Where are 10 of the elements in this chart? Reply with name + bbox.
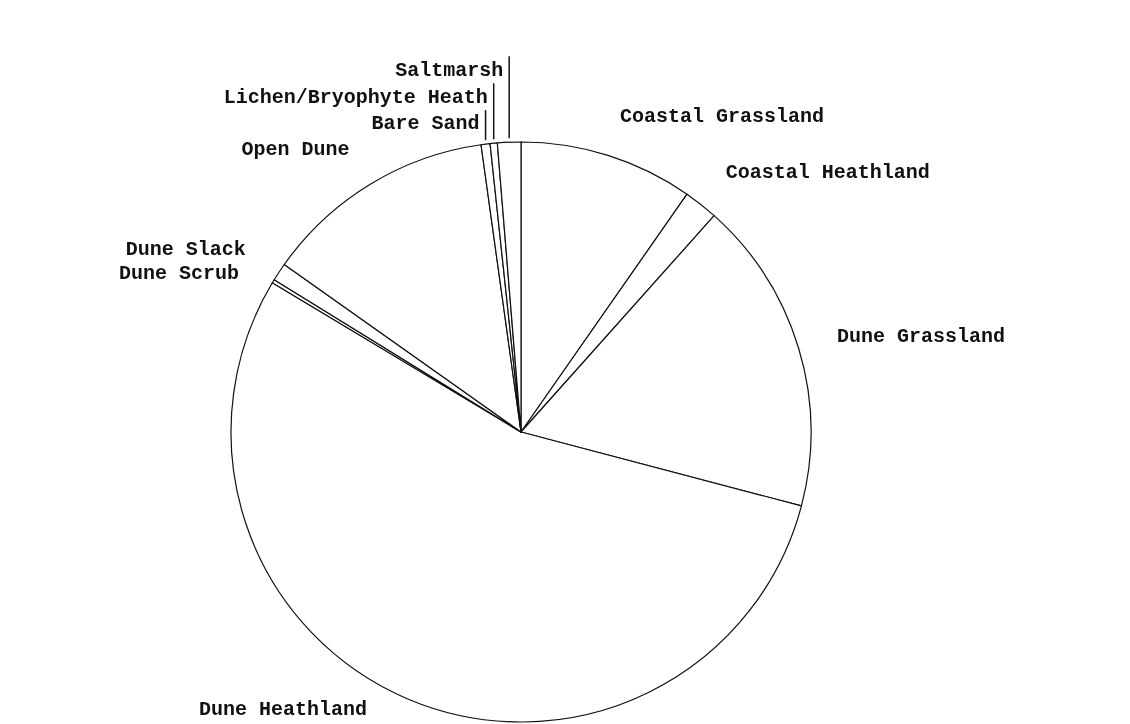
slice-label: Open Dune bbox=[241, 138, 350, 162]
slice-label: Dune Heathland bbox=[198, 698, 368, 722]
slice-label: Dune Scrub bbox=[119, 262, 240, 286]
slice-label: Dune Slack bbox=[125, 238, 246, 262]
slice-label: Coastal Grassland bbox=[620, 105, 825, 129]
slice-label: Coastal Heathland bbox=[725, 161, 930, 185]
slice-label: Saltmarsh bbox=[395, 58, 504, 82]
slice-label: Lichen/Bryophyte Heath bbox=[223, 85, 488, 109]
slice-label: Dune Grassland bbox=[837, 325, 1006, 349]
slice-label: Bare Sand bbox=[371, 112, 480, 136]
